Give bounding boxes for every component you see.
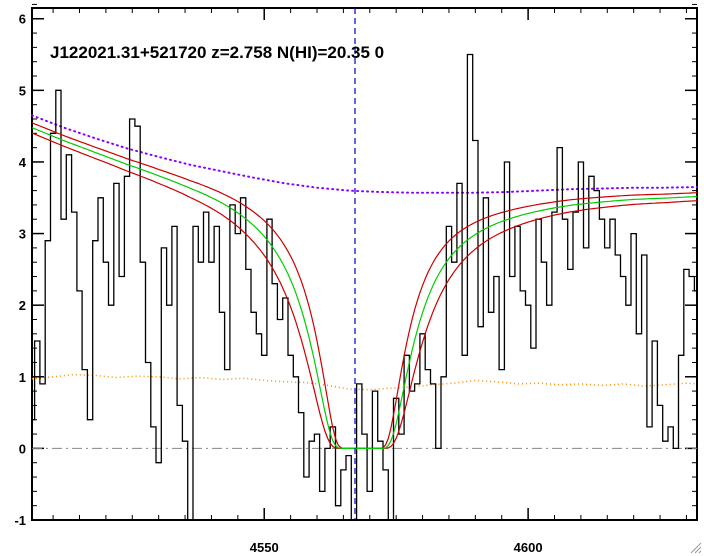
y-tick-labels: -1 0 1 2 3 4 5 6 — [14, 12, 26, 528]
x-tick-labels: 4550 4600 — [250, 540, 543, 555]
y-tick-label: 1 — [19, 370, 26, 385]
plot-frame — [31, 7, 698, 521]
dla-model-upper-bound — [31, 122, 698, 449]
y-tick-label: -1 — [14, 513, 26, 528]
continuum-series — [31, 114, 698, 194]
dla-model-lower-bound — [31, 132, 698, 449]
y-tick-label: 5 — [19, 83, 26, 98]
axis-ticks — [32, 3, 697, 521]
y-tick-label: 6 — [19, 12, 26, 27]
dla-model-fit — [31, 127, 698, 449]
x-tick-label: 4600 — [514, 540, 543, 555]
error-series — [31, 373, 698, 391]
y-tick-label: 4 — [19, 155, 27, 170]
x-tick-label: 4550 — [250, 540, 279, 555]
y-tick-label: 2 — [19, 298, 26, 313]
flux-series — [32, 53, 697, 521]
y-tick-label: 0 — [19, 441, 26, 456]
chart-annotation: J122021.31+521720 z=2.758 N(HI)=20.35 0 — [50, 43, 384, 62]
resize-grip-icon[interactable] — [690, 542, 702, 554]
y-tick-label: 3 — [19, 227, 26, 242]
